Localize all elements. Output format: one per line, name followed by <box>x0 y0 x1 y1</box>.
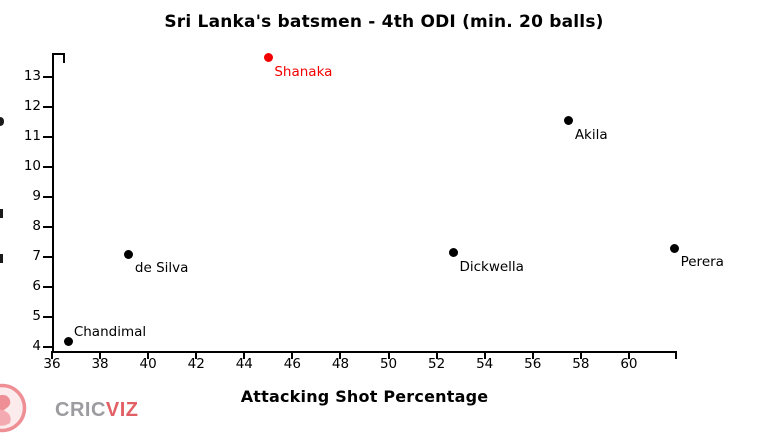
y-tick-label: 7 <box>32 248 41 264</box>
x-tick-label: 58 <box>572 356 590 372</box>
x-tick-label: 48 <box>331 356 350 372</box>
point-label-dickwella: Dickwella <box>459 258 524 275</box>
point-label-akila: Akila <box>574 126 608 143</box>
y-tick-label: 5 <box>32 308 41 324</box>
y-axis-label-clipped-fragment <box>0 254 3 263</box>
y-tick <box>43 76 52 78</box>
x-tick-label: 36 <box>43 356 61 372</box>
x-tick-label: 52 <box>428 356 446 372</box>
x-tick <box>435 353 438 359</box>
x-tick <box>627 353 630 359</box>
x-tick <box>147 353 150 359</box>
y-axis-label-clipped-fragment <box>0 209 3 218</box>
x-tick <box>483 353 486 359</box>
y-tick-label: 12 <box>23 98 41 114</box>
y-tick-label: 6 <box>32 278 41 294</box>
y-tick-label: 9 <box>32 188 41 204</box>
y-tick <box>43 136 52 138</box>
data-point-chandimal <box>64 336 74 346</box>
x-tick <box>387 353 390 359</box>
x-tick-label: 56 <box>524 356 542 372</box>
cricviz-wordmark-viz: VIZ <box>105 399 139 421</box>
x-tick-label: 44 <box>235 356 253 372</box>
y-axis-label-clipped-fragment <box>0 117 4 126</box>
x-axis-line <box>51 351 677 353</box>
cricviz-wordmark: CRICVIZ <box>55 399 139 422</box>
x-tick-label: 42 <box>187 356 205 372</box>
x-tick <box>195 353 198 359</box>
x-tick-label: 54 <box>476 356 494 372</box>
x-tick-label: 50 <box>379 356 398 372</box>
y-tick <box>43 106 52 108</box>
data-point-dickwella <box>448 248 458 257</box>
cricviz-wordmark-cric: CRIC <box>55 399 106 421</box>
x-tick-label: 60 <box>620 356 638 372</box>
y-tick <box>43 286 52 288</box>
x-tick <box>51 353 53 359</box>
y-tick <box>43 316 52 318</box>
y-tick-label: 13 <box>23 68 41 84</box>
data-point-de-silva <box>124 249 134 259</box>
data-point-shanaka <box>263 53 273 62</box>
y-tick <box>43 226 52 228</box>
chart-title: Sri Lanka's batsmen - 4th ODI (min. 20 b… <box>164 12 604 32</box>
x-tick <box>579 353 582 359</box>
data-point-perera <box>670 243 680 253</box>
y-tick-label: 4 <box>32 338 41 354</box>
cricviz-logo: CRICVIZ <box>0 380 180 433</box>
y-tick-label: 8 <box>32 218 41 234</box>
y-axis-top-cap <box>53 53 65 63</box>
point-label-shanaka: Shanaka <box>274 63 333 80</box>
x-tick <box>99 353 102 359</box>
y-tick-label: 11 <box>23 128 41 144</box>
y-tick <box>43 196 52 198</box>
x-tick <box>291 353 294 359</box>
point-label-perera: Perera <box>680 254 724 270</box>
x-tick-label: 40 <box>139 356 157 372</box>
x-tick <box>531 353 534 359</box>
data-point-akila <box>564 116 574 125</box>
cricviz-icon <box>0 383 27 433</box>
point-label-chandimal: Chandimal <box>73 324 147 340</box>
x-axis-title: Attacking Shot Percentage <box>240 387 489 406</box>
y-tick <box>43 256 52 258</box>
x-tick <box>339 353 342 359</box>
x-tick-label: 46 <box>283 356 301 372</box>
x-tick <box>243 353 246 359</box>
y-axis-line <box>52 53 54 353</box>
point-label-de-silva: de Silva <box>134 260 189 276</box>
y-tick-label: 10 <box>23 158 41 174</box>
y-tick <box>43 166 52 168</box>
x-axis-end-tick <box>675 353 677 359</box>
x-tick-label: 38 <box>91 356 109 372</box>
y-tick <box>43 346 52 348</box>
